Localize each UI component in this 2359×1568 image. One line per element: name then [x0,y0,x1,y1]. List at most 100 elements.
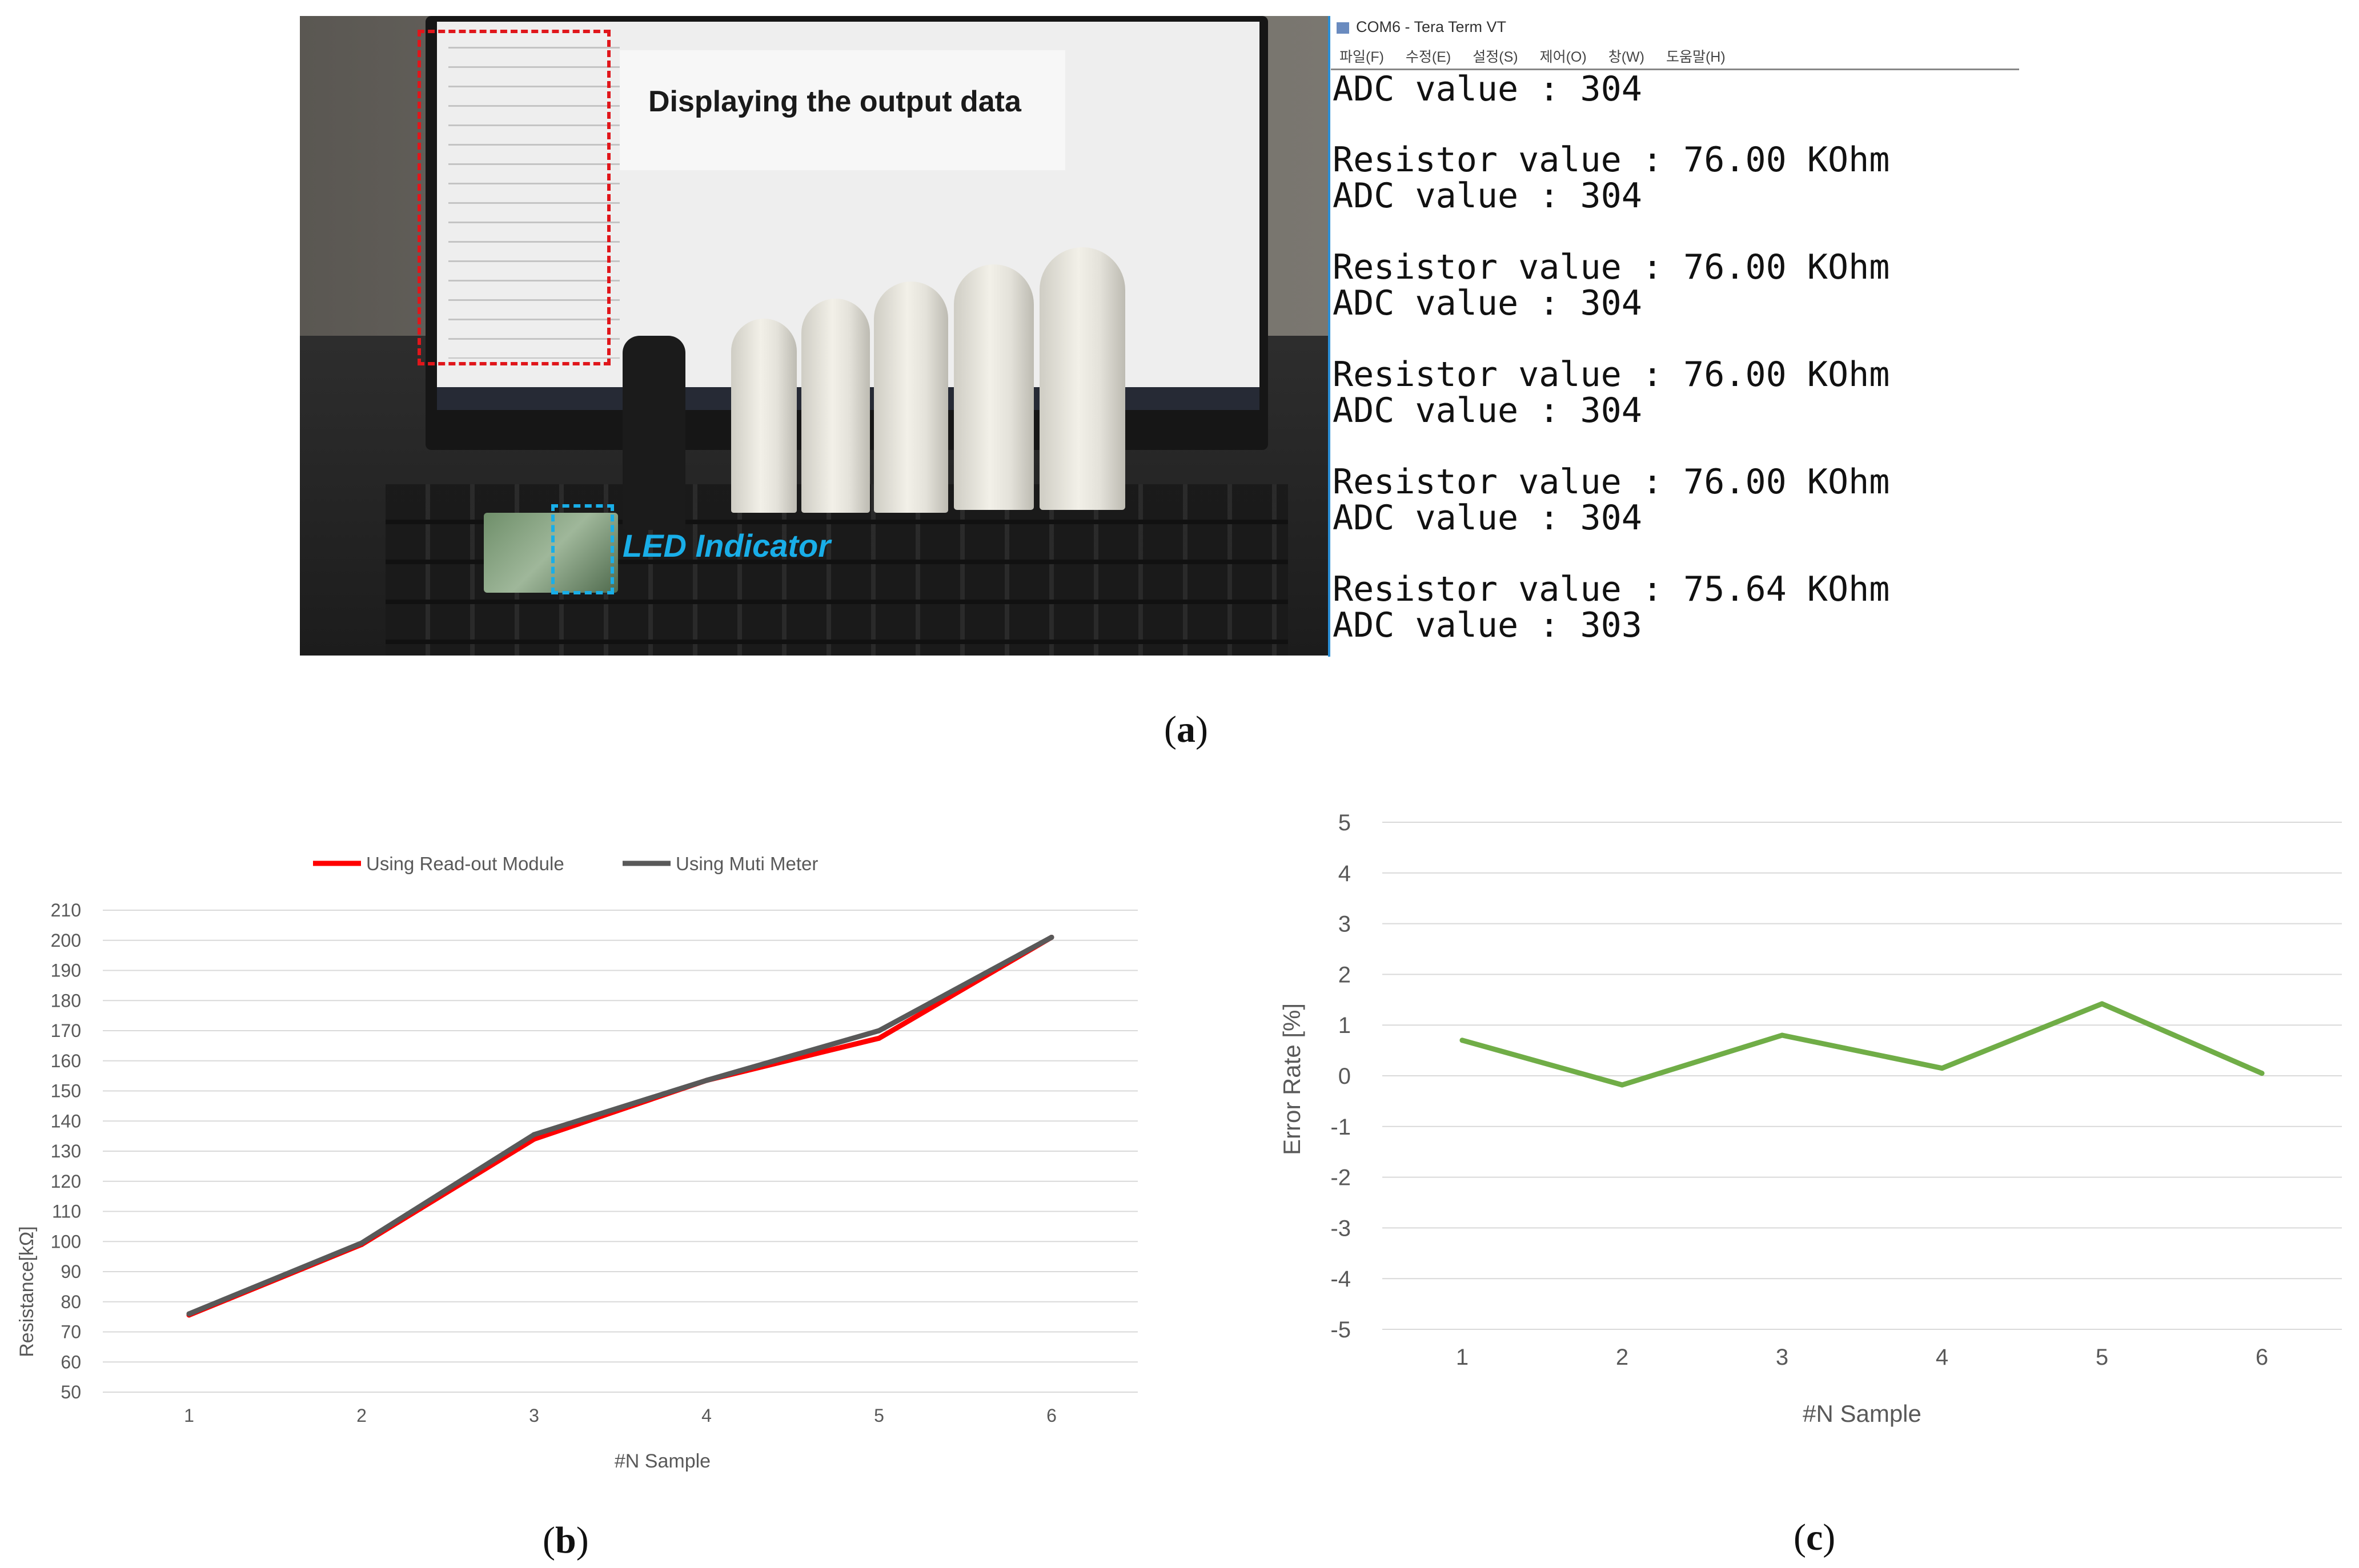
x-tick-label: 3 [1776,1345,1788,1370]
sample-cap-1 [731,319,797,513]
terminal-border [1328,16,1330,657]
y-tick-label: 190 [51,960,81,981]
y-tick-label: 140 [51,1111,81,1131]
resistance-y-axis-title: Resistance[kΩ] [16,1226,38,1357]
terminal-line: ADC value : 304 [1333,498,1642,538]
y-tick-label: 90 [61,1261,81,1282]
series-line-0 [1459,1001,2265,1088]
sample-cap-4 [954,264,1034,510]
menu-edit[interactable]: 수정(E) [1405,49,1451,65]
data-point [876,1028,882,1034]
x-tick-label: 1 [1456,1345,1469,1370]
x-tick-label: 2 [356,1405,367,1426]
y-tick-label: 60 [61,1352,81,1372]
display-label-background [620,50,1065,170]
error-series [1459,1001,2265,1088]
data-point [359,1240,364,1246]
terminal-title: COM6 - Tera Term VT [1356,18,1507,35]
terminal-line: ADC value : 304 [1333,69,1642,109]
x-tick-label: 5 [2096,1345,2108,1370]
menu-file[interactable]: 파일(F) [1339,49,1384,65]
y-tick-label: -1 [1330,1115,1351,1140]
menu-help[interactable]: 도움말(H) [1666,49,1726,65]
terminal-menu-divider [1331,69,2019,70]
x-tick-label: 4 [1936,1345,1948,1370]
caption-b: (b) [543,1519,589,1561]
terminal-line: Resistor value : 76.00 KOhm [1333,462,1890,502]
data-point [1049,934,1054,940]
y-tick-label: -2 [1330,1165,1351,1191]
error-rate-chart: -5 -4 -3 -2 -1 0 1 2 3 4 5 1 2 3 4 5 6 #N Sample Error … [1278,810,2342,1427]
data-point [531,1132,537,1137]
y-tick-label: -4 [1330,1267,1351,1292]
terminal-title-bar: COM6 - Tera Term VT [1337,18,1506,36]
terminal-line: ADC value : 304 [1333,391,1642,431]
resistance-x-ticks: 1 2 3 4 5 6 [184,1405,1057,1426]
data-point [704,1078,709,1083]
data-point [186,1311,192,1317]
data-point [1459,1038,1465,1043]
error-grid [1382,822,2342,1330]
y-tick-label: 3 [1338,912,1351,937]
data-point [2259,1071,2265,1076]
data-point [1619,1082,1625,1088]
y-tick-label: 5 [1338,810,1351,835]
y-tick-label: -5 [1330,1317,1351,1342]
x-tick-label: 6 [1046,1405,1057,1426]
y-tick-label: 160 [51,1051,81,1071]
data-point [876,1035,882,1041]
menu-control[interactable]: 제어(O) [1539,49,1587,65]
menu-setup[interactable]: 설정(S) [1473,49,1518,65]
y-tick-label: 1 [1338,1013,1351,1038]
y-tick-label: 80 [61,1292,81,1312]
error-x-axis-title: #N Sample [1803,1400,1921,1427]
y-tick-label: 2 [1338,962,1351,987]
x-tick-label: 1 [184,1405,194,1426]
resistance-series [186,934,1054,1318]
led-highlight-box [551,504,614,594]
resistance-x-axis-title: #N Sample [615,1450,711,1472]
y-tick-label: 120 [51,1171,81,1192]
terminal-line: ADC value : 304 [1333,176,1642,216]
resistance-grid [103,910,1138,1393]
data-point [1939,1066,1945,1071]
y-tick-label: 170 [51,1020,81,1041]
sample-cap-3 [874,282,948,513]
resistance-y-ticks: 50 60 70 80 90 100 110 120 130 140 150 160 170 180 190… [51,900,81,1402]
x-tick-label: 3 [529,1405,539,1426]
terminal-line: ADC value : 304 [1333,283,1642,323]
output-highlight-box [418,30,611,365]
y-tick-label: 50 [61,1382,81,1402]
resistance-chart: 50 60 70 80 90 100 110 120 130 140 150 160 170 180 190… [16,853,1138,1472]
x-tick-label: 5 [874,1405,884,1426]
y-tick-label: 70 [61,1322,81,1342]
data-point [2099,1001,2105,1007]
y-tick-label: -3 [1330,1216,1351,1241]
sample-cap-5 [1040,247,1125,510]
error-y-axis-title: Error Rate [%] [1278,1003,1305,1155]
error-x-ticks: 1 2 3 4 5 6 [1456,1345,2268,1370]
experiment-photo: Displaying the output data LED Indicator [300,16,1328,656]
caption-a: (a) [1164,709,1208,750]
y-tick-label: 0 [1338,1064,1351,1089]
x-tick-label: 6 [2256,1345,2268,1370]
terminal-line: Resistor value : 76.00 KOhm [1333,355,1890,395]
legend-label-readout: Using Read-out Module [366,853,564,874]
terminal-line: ADC value : 303 [1333,605,1642,645]
y-tick-label: 4 [1338,861,1351,886]
terminal-menu-bar: 파일(F) 수정(E) 설정(S) 제어(O) 창(W) 도움말(H) [1339,46,1747,66]
y-tick-label: 150 [51,1081,81,1101]
y-tick-label: 130 [51,1141,81,1161]
caption-c: (c) [1794,1517,1836,1558]
menu-window[interactable]: 창(W) [1608,49,1644,65]
legend-label-multimeter: Using Muti Meter [676,853,818,874]
terminal-window [1331,16,2019,656]
readout-module-board [484,513,618,593]
y-tick-label: 110 [52,1201,81,1222]
terminal-line: Resistor value : 75.64 KOhm [1333,569,1890,609]
sensor-device [623,336,685,530]
terminal-app-icon [1337,22,1349,34]
x-tick-label: 2 [1616,1345,1628,1370]
error-y-ticks: -5 -4 -3 -2 -1 0 1 2 3 4 5 [1330,810,1351,1342]
y-tick-label: 210 [51,900,81,920]
